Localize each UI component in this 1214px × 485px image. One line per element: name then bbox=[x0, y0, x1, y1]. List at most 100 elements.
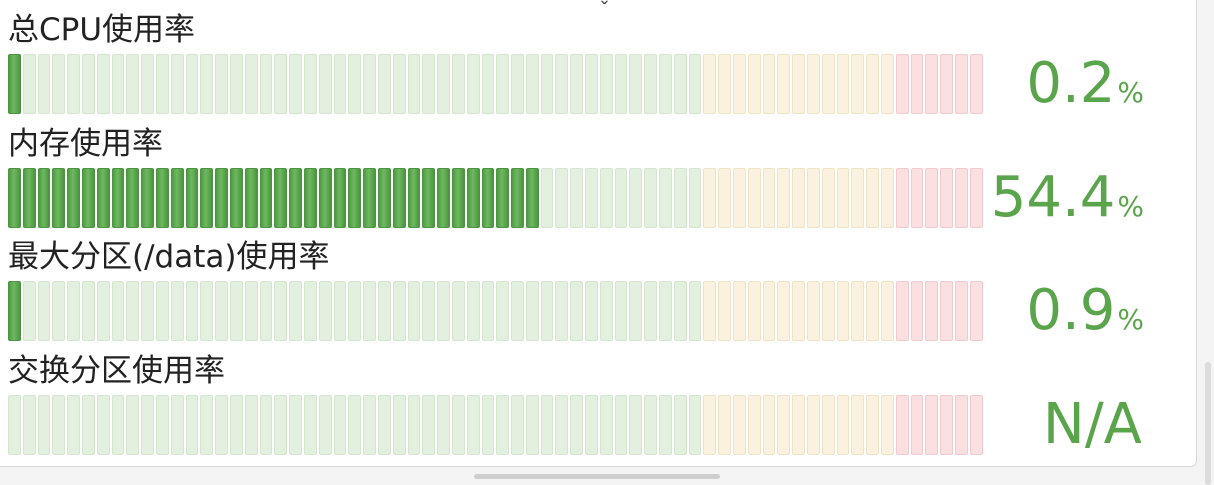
gauge-segment bbox=[185, 395, 199, 455]
gauge-segment bbox=[67, 168, 80, 228]
gauge-segment bbox=[718, 54, 732, 114]
gauge-segment bbox=[481, 54, 495, 114]
gauge-segment bbox=[895, 395, 909, 455]
gauge-segment bbox=[289, 168, 302, 228]
gauge-segment bbox=[703, 281, 717, 341]
gauge-segment bbox=[777, 395, 791, 455]
gauge-segment bbox=[895, 54, 909, 114]
memory-usage-unit: % bbox=[1117, 190, 1144, 223]
gauge-segment bbox=[81, 395, 95, 455]
gauge-segment bbox=[155, 395, 169, 455]
gauge-segment bbox=[955, 54, 968, 114]
gauge-segment bbox=[274, 395, 288, 455]
gauge-segment bbox=[8, 281, 21, 341]
gauge-segment bbox=[762, 54, 776, 114]
gauge-segment bbox=[511, 281, 524, 341]
gauge-segment bbox=[955, 168, 968, 228]
gauge-segment bbox=[392, 168, 406, 228]
gauge-segment bbox=[274, 168, 288, 228]
gauge-segment bbox=[525, 168, 539, 228]
gauge-segment bbox=[437, 281, 450, 341]
cpu-usage-value: 0.2% bbox=[1026, 54, 1144, 123]
gauge-segment bbox=[644, 168, 658, 228]
gauge-segment bbox=[777, 281, 791, 341]
largest-partition-usage-number: 0.9 bbox=[1026, 278, 1116, 343]
gauge-segment bbox=[747, 395, 761, 455]
gauge-segment bbox=[555, 395, 569, 455]
gauge-segment bbox=[318, 54, 332, 114]
gauge-segment bbox=[688, 395, 702, 455]
gauge-segment bbox=[481, 281, 495, 341]
cpu-usage-label: 总CPU使用率 bbox=[8, 12, 196, 48]
gauge-segment bbox=[96, 54, 110, 114]
gauge-segment bbox=[259, 281, 273, 341]
gauge-segment bbox=[333, 168, 347, 228]
gauge-segment bbox=[629, 54, 643, 114]
gauge-segment bbox=[229, 395, 243, 455]
gauge-segment bbox=[925, 54, 939, 114]
gauge-segment bbox=[303, 168, 317, 228]
gauge-segment bbox=[540, 281, 554, 341]
gauge-segment bbox=[52, 54, 66, 114]
gauge-segment bbox=[170, 54, 184, 114]
gauge-segment bbox=[200, 54, 214, 114]
gauge-segment bbox=[155, 54, 169, 114]
gauge-segment bbox=[851, 168, 865, 228]
gauge-segment bbox=[111, 395, 125, 455]
gauge-segment bbox=[895, 281, 909, 341]
gauge-segment bbox=[437, 395, 450, 455]
gauge-segment bbox=[955, 395, 968, 455]
gauge-segment bbox=[821, 54, 835, 114]
gauge-segment bbox=[688, 281, 702, 341]
gauge-segment bbox=[259, 168, 273, 228]
gauge-segment bbox=[185, 281, 199, 341]
gauge-segment bbox=[703, 168, 717, 228]
gauge-segment bbox=[718, 281, 732, 341]
gauge-segment bbox=[910, 54, 924, 114]
gauge-segment bbox=[688, 54, 702, 114]
gauge-segment bbox=[733, 54, 746, 114]
gauge-segment bbox=[762, 168, 776, 228]
gauge-segment bbox=[629, 395, 643, 455]
gauge-segment bbox=[126, 54, 140, 114]
gauge-segment bbox=[599, 54, 613, 114]
gauge-segment bbox=[37, 281, 51, 341]
chevron-down-icon[interactable]: ˇ bbox=[598, 0, 611, 20]
gauge-segment bbox=[777, 54, 791, 114]
gauge-segment bbox=[614, 54, 628, 114]
gauge-segment bbox=[881, 395, 894, 455]
gauge-segment bbox=[422, 395, 436, 455]
vertical-scrollbar[interactable] bbox=[1205, 362, 1211, 485]
gauge-segment bbox=[422, 168, 436, 228]
gauge-segment bbox=[466, 54, 480, 114]
gauge-segment bbox=[466, 395, 480, 455]
gauge-segment bbox=[22, 54, 36, 114]
gauge-segment bbox=[777, 168, 791, 228]
gauge-segment bbox=[540, 395, 554, 455]
horizontal-scrollbar[interactable] bbox=[474, 474, 720, 479]
gauge-segment bbox=[881, 54, 894, 114]
gauge-segment bbox=[422, 54, 436, 114]
gauge-segment bbox=[200, 281, 214, 341]
gauge-segment bbox=[481, 395, 495, 455]
gauge-segment bbox=[111, 168, 125, 228]
gauge-segment bbox=[969, 281, 983, 341]
gauge-segment bbox=[215, 281, 228, 341]
gauge-segment bbox=[659, 281, 672, 341]
gauge-segment bbox=[111, 281, 125, 341]
gauge-segment bbox=[585, 281, 598, 341]
gauge-segment bbox=[570, 54, 584, 114]
gauge-segment bbox=[659, 168, 672, 228]
gauge-segment bbox=[925, 281, 939, 341]
gauge-segment bbox=[496, 281, 510, 341]
swap-usage-gauge bbox=[8, 395, 988, 455]
gauge-segment bbox=[910, 395, 924, 455]
gauge-segment bbox=[52, 281, 66, 341]
gauge-segment bbox=[303, 395, 317, 455]
gauge-segment bbox=[333, 281, 347, 341]
gauge-segment bbox=[274, 54, 288, 114]
gauge-segment bbox=[511, 168, 524, 228]
gauge-segment bbox=[185, 168, 199, 228]
gauge-segment bbox=[81, 168, 95, 228]
gauge-segment bbox=[215, 168, 228, 228]
